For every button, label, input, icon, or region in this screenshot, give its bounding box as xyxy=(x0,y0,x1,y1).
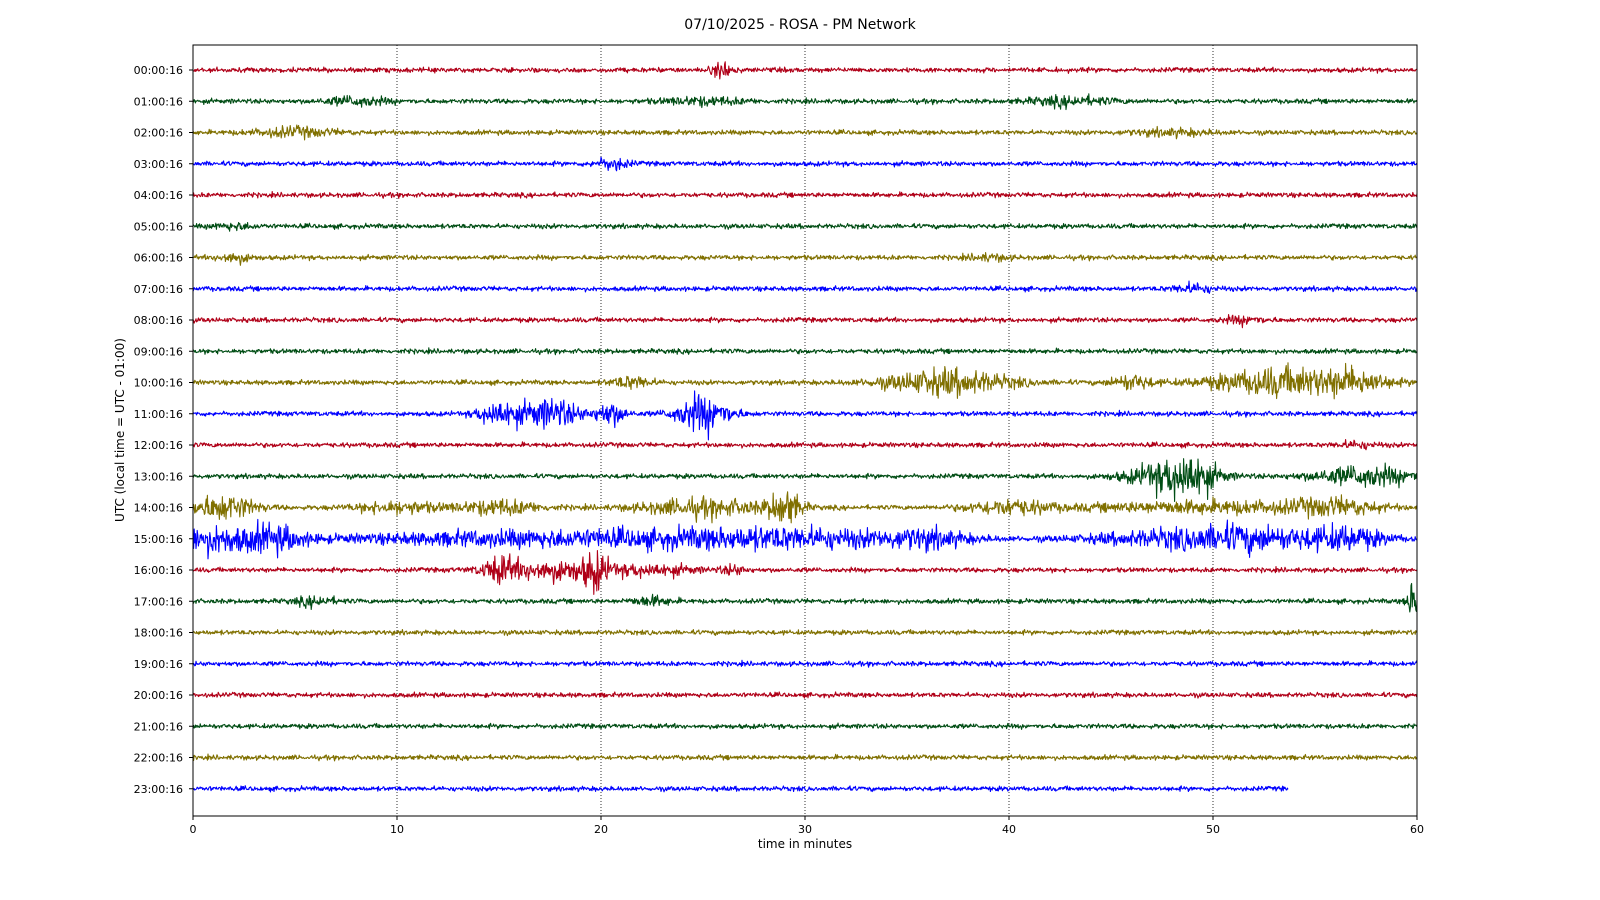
y-tick-label: 16:00:16 xyxy=(134,564,183,577)
seismic-trace xyxy=(192,362,1418,400)
y-tick-label: 10:00:16 xyxy=(134,377,183,390)
x-tick-label: 30 xyxy=(798,823,812,836)
y-tick-label: 09:00:16 xyxy=(134,345,183,358)
y-tick-label: 13:00:16 xyxy=(134,470,183,483)
seismic-trace xyxy=(192,785,1289,793)
y-tick-label: 01:00:16 xyxy=(134,95,183,108)
seismic-trace xyxy=(192,280,1418,294)
seismic-trace xyxy=(192,124,1418,141)
seismic-trace xyxy=(192,691,1418,699)
seismic-trace xyxy=(192,628,1418,637)
seismic-trace xyxy=(192,518,1418,560)
x-tick-label: 60 xyxy=(1410,823,1424,836)
seismic-trace xyxy=(192,550,1418,595)
seismic-trace xyxy=(192,252,1418,266)
y-tick-label: 00:00:16 xyxy=(134,64,183,77)
seismic-trace xyxy=(192,722,1418,731)
seismic-trace xyxy=(192,93,1418,111)
y-tick-label: 18:00:16 xyxy=(134,627,183,640)
chart-title: 07/10/2025 - ROSA - PM Network xyxy=(684,17,916,33)
y-axis-label: UTC (local time = UTC - 01:00) xyxy=(113,338,127,522)
y-tick-label: 23:00:16 xyxy=(134,783,183,796)
seismic-trace xyxy=(192,156,1418,172)
y-tick-label: 21:00:16 xyxy=(134,720,183,733)
y-tick-label: 11:00:16 xyxy=(134,408,183,421)
x-tick-label: 0 xyxy=(190,823,197,836)
x-tick-label: 50 xyxy=(1206,823,1220,836)
trace-layer xyxy=(192,61,1418,793)
seismic-trace xyxy=(192,458,1418,503)
y-tick-label: 08:00:16 xyxy=(134,314,183,327)
y-tick-label: 06:00:16 xyxy=(134,252,183,265)
y-tick-label: 05:00:16 xyxy=(134,220,183,233)
y-tick-label: 07:00:16 xyxy=(134,283,183,296)
seismic-trace xyxy=(192,491,1418,524)
y-tick-label: 03:00:16 xyxy=(134,158,183,171)
y-tick-label: 22:00:16 xyxy=(134,752,183,765)
seismic-trace xyxy=(192,347,1418,356)
seismic-trace xyxy=(192,221,1418,232)
x-tick-label: 40 xyxy=(1002,823,1016,836)
seismic-trace xyxy=(192,61,1418,80)
x-axis-label: time in minutes xyxy=(758,837,852,851)
vertical-grid xyxy=(396,45,1214,816)
y-tick-label: 19:00:16 xyxy=(134,658,183,671)
seismic-trace xyxy=(192,582,1418,613)
y-tick-label: 15:00:16 xyxy=(134,533,183,546)
y-tick-label: 14:00:16 xyxy=(134,502,183,515)
x-tick-label: 20 xyxy=(594,823,608,836)
seismic-trace xyxy=(192,753,1418,762)
x-axis-ticks: 0 10 20 30 40 50 60 xyxy=(190,816,1424,836)
seismic-trace xyxy=(192,390,1418,441)
x-tick-label: 10 xyxy=(390,823,404,836)
y-tick-label: 04:00:16 xyxy=(134,189,183,202)
seismic-trace xyxy=(192,659,1418,668)
y-tick-label: 12:00:16 xyxy=(134,439,183,452)
seismic-trace xyxy=(192,439,1418,451)
plot-area-frame xyxy=(192,44,1418,817)
y-axis-ticks: 00:00:16 01:00:16 02:00:16 03:00:16 04:00:16… xyxy=(134,64,193,796)
y-tick-label: 17:00:16 xyxy=(134,595,183,608)
seismic-trace xyxy=(192,314,1418,329)
y-tick-label: 02:00:16 xyxy=(134,127,183,140)
seismic-trace xyxy=(192,190,1418,199)
y-tick-label: 20:00:16 xyxy=(134,689,183,702)
